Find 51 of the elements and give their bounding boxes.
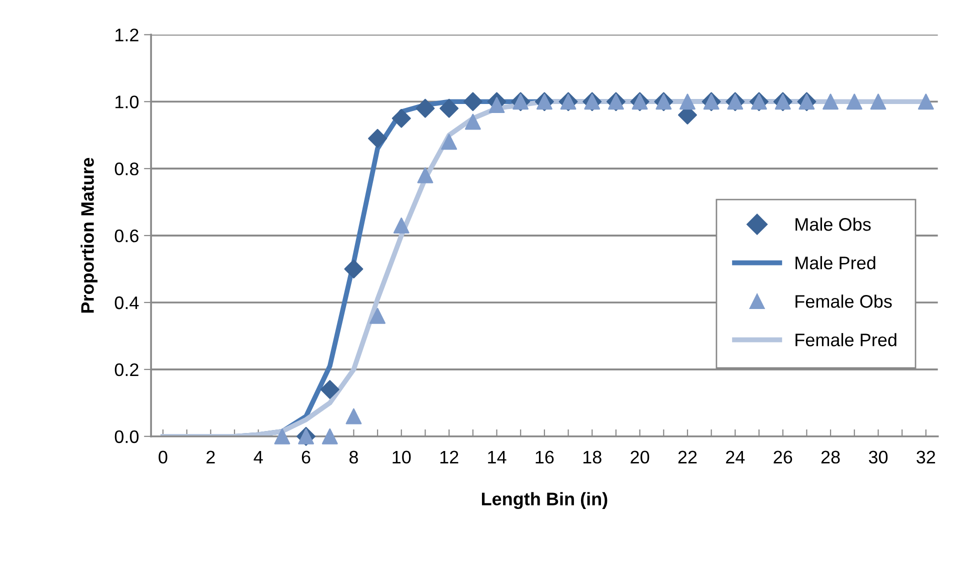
y-tick-label: 0.4 <box>114 296 139 310</box>
x-tick-label: 32 <box>916 450 936 464</box>
point <box>346 408 362 424</box>
point <box>368 128 388 148</box>
x-tick-label: 30 <box>868 450 888 464</box>
legend-label: Female Pred <box>796 333 896 346</box>
point <box>680 94 696 110</box>
y-tick-label: 0.6 <box>114 229 138 242</box>
point <box>870 94 886 110</box>
x-tick-label: 26 <box>774 450 792 464</box>
point <box>392 108 411 128</box>
point <box>320 380 340 400</box>
point <box>344 260 364 278</box>
x-tick-label: 10 <box>392 450 411 464</box>
x-tick-label: 12 <box>440 450 458 464</box>
x-tick-label: 16 <box>536 450 554 464</box>
x-tick-label: 24 <box>726 450 745 464</box>
point <box>463 92 482 112</box>
point <box>274 428 290 444</box>
point <box>822 94 839 110</box>
x-tick-label: 8 <box>349 450 358 464</box>
y-tick-label: 0.0 <box>114 430 139 444</box>
y-tick-label: 1.2 <box>116 28 138 42</box>
point <box>488 97 505 113</box>
point <box>416 98 435 118</box>
x-tick-label: 18 <box>583 450 602 464</box>
x-tick-label: 28 <box>821 450 840 464</box>
x-tick-label: 4 <box>254 450 263 464</box>
point <box>393 218 410 234</box>
y-tick-label: 0.2 <box>114 363 138 376</box>
point <box>322 428 338 444</box>
y-axis-title: Proportion Mature <box>80 158 98 313</box>
legend-label: Female Obs <box>796 294 892 308</box>
legend-label: Male Pred <box>796 256 876 270</box>
y-tick-label: 0.8 <box>114 162 138 176</box>
x-tick-label: 6 <box>302 450 310 464</box>
point <box>370 308 386 324</box>
point <box>417 167 434 184</box>
x-tick-label: 20 <box>630 450 650 464</box>
x-tick-label: 14 <box>488 450 506 464</box>
x-tick-label: 2 <box>206 450 215 464</box>
point <box>464 114 481 130</box>
point <box>441 134 458 150</box>
x-axis-title: Length Bin (in) <box>482 492 608 510</box>
point <box>918 94 934 110</box>
point <box>440 98 459 118</box>
point <box>846 94 862 110</box>
legend-label: Male Obs <box>796 218 871 231</box>
x-tick-label: 22 <box>678 450 697 464</box>
y-tick-label: 1.0 <box>116 96 139 108</box>
x-tick-label: 0 <box>158 450 168 464</box>
